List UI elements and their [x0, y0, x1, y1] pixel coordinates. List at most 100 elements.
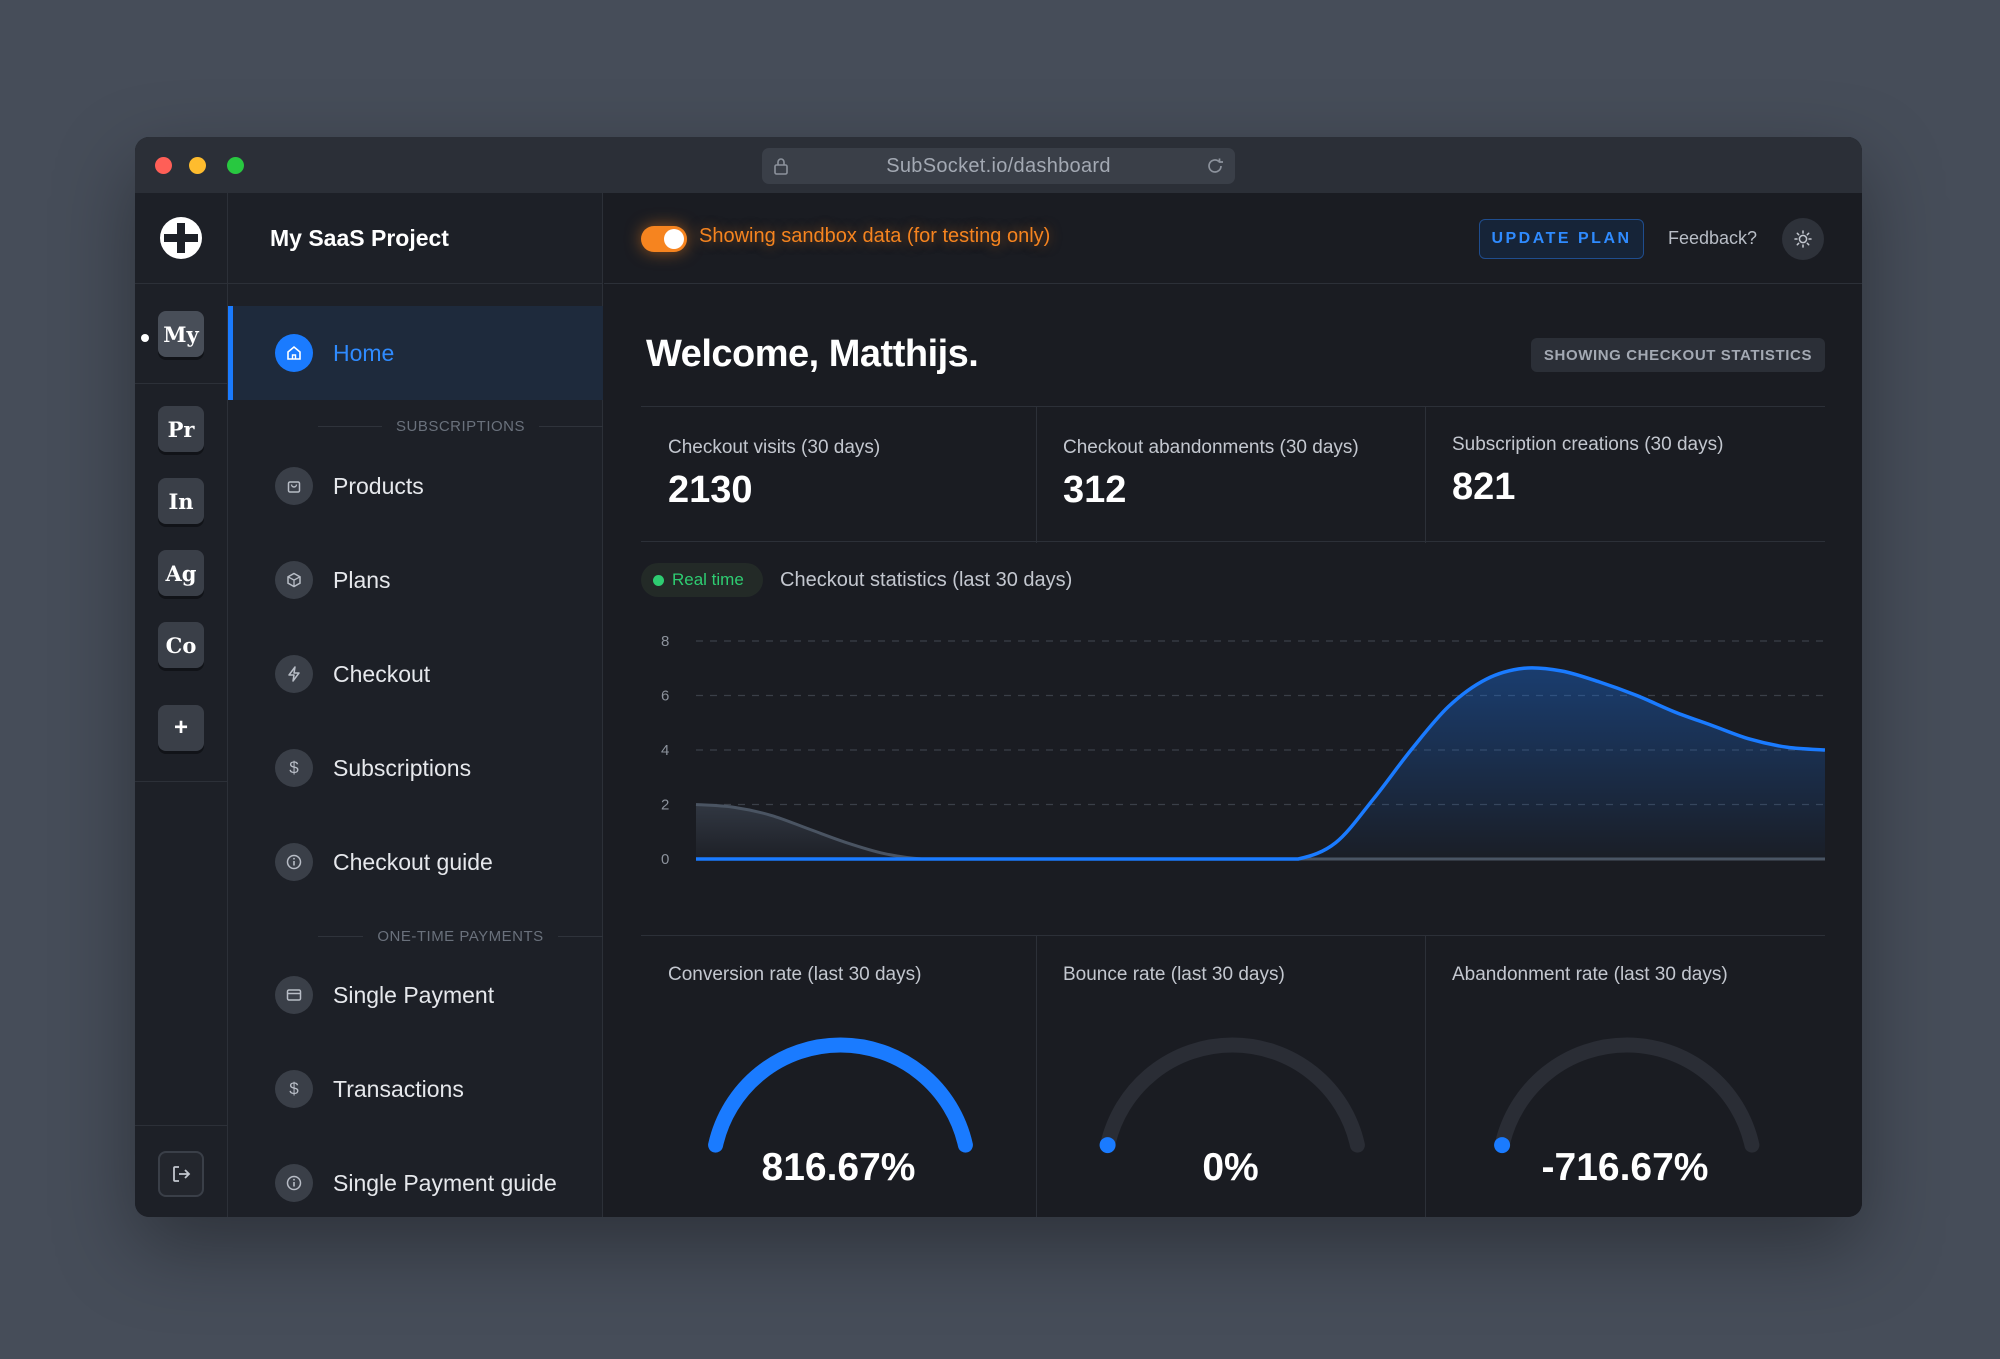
sidebar-item-subscriptions[interactable]: $ Subscriptions — [228, 721, 603, 815]
stat-value: 821 — [1452, 466, 1516, 508]
stat-divider — [1036, 407, 1037, 543]
realtime-label: Real time — [672, 570, 744, 589]
project-switch-pr[interactable]: Pr — [158, 406, 204, 452]
sidebar-item-checkout-guide[interactable]: Checkout guide — [228, 815, 603, 909]
sidebar-item-transactions[interactable]: $ Transactions — [228, 1042, 603, 1136]
gauge-arc — [1099, 1037, 1365, 1154]
gauge-track — [1100, 1037, 1365, 1153]
y-tick-label: 6 — [661, 688, 669, 705]
series-area — [696, 667, 1825, 859]
main-content: Showing sandbox data (for testing only) … — [604, 193, 1862, 1217]
gauge-divider — [1036, 936, 1037, 1217]
sidebar-item-label: Products — [333, 472, 424, 499]
gauges-row: Conversion rate (last 30 days) 816.67% B… — [641, 935, 1825, 1217]
sidebar-item-label: Single Payment guide — [333, 1169, 557, 1196]
sidebar: My SaaS Project Home SUBSCRIPTIONS Produ… — [228, 193, 603, 1217]
gauge-abandonment-rate: Abandonment rate (last 30 days) -716.67% — [1425, 936, 1825, 1217]
sidebar-item-label: Checkout guide — [333, 848, 493, 875]
logout-icon — [173, 1166, 191, 1182]
sidebar-item-label: Transactions — [333, 1075, 464, 1102]
section-label-one-time-payments: ONE-TIME PAYMENTS — [228, 926, 603, 946]
stat-checkout-abandonments: Checkout abandonments (30 days) 312 — [1036, 407, 1425, 543]
sandbox-toggle[interactable] — [641, 226, 687, 252]
project-switch-co[interactable]: Co — [158, 622, 204, 668]
lock-icon — [774, 158, 788, 175]
stat-label: Subscription creations (30 days) — [1452, 434, 1724, 455]
rail-divider — [135, 781, 228, 782]
browser-window: SubSocket.io/dashboard My Pr In Ag Co + … — [135, 137, 1862, 1217]
gauge-value: -716.67% — [1541, 1146, 1709, 1189]
gauge-track — [708, 1037, 973, 1153]
chart-title: Checkout statistics (last 30 days) — [780, 569, 1073, 591]
sidebar-item-label: Home — [333, 339, 395, 366]
realtime-badge: Real time — [641, 563, 763, 597]
update-plan-button[interactable]: UPDATE PLAN — [1479, 219, 1644, 259]
stat-checkout-visits: Checkout visits (30 days) 2130 — [641, 407, 1036, 543]
sidebar-item-label: Single Payment — [333, 981, 495, 1008]
gauge-track — [1494, 1037, 1760, 1153]
stat-label: Checkout abandonments (30 days) — [1063, 437, 1359, 458]
reload-icon[interactable] — [1204, 155, 1226, 177]
y-tick-label: 0 — [661, 851, 669, 868]
gauge-arc — [708, 1037, 973, 1153]
sidebar-item-home[interactable]: Home — [228, 306, 603, 400]
sidebar-item-label: Subscriptions — [333, 754, 472, 781]
project-rail: My Pr In Ag Co + — [135, 193, 228, 1217]
checkout-statistics-chart: 0 2 4 6 8 — [661, 633, 1825, 868]
welcome-heading: Welcome, Matthijs. — [646, 333, 979, 375]
gauge-label: Abandonment rate (last 30 days) — [1452, 964, 1728, 985]
y-tick-label: 8 — [661, 633, 669, 650]
section-label-subscriptions: SUBSCRIPTIONS — [228, 416, 603, 436]
stat-value: 2130 — [668, 469, 753, 511]
gauge-bounce-rate: Bounce rate (last 30 days) 0% — [1036, 936, 1425, 1217]
lightning-icon — [275, 655, 313, 693]
maximize-window-button[interactable] — [227, 157, 244, 174]
project-switch-in[interactable]: In — [158, 478, 204, 524]
gauge-value: 0% — [1202, 1146, 1259, 1189]
home-icon — [275, 334, 313, 372]
info-icon — [275, 1164, 313, 1202]
dollar-icon: $ — [275, 1070, 313, 1108]
sidebar-item-products[interactable]: Products — [228, 439, 603, 533]
sidebar-item-single-payment-guide[interactable]: Single Payment guide — [228, 1136, 603, 1217]
subsocket-logo-icon[interactable] — [160, 217, 202, 259]
add-project-button[interactable]: + — [158, 705, 204, 751]
gauge-fill — [708, 1037, 973, 1153]
info-icon — [275, 843, 313, 881]
bag-icon — [275, 467, 313, 505]
y-tick-label: 2 — [661, 797, 669, 814]
series-area — [696, 804, 1825, 859]
project-switch-ag[interactable]: Ag — [158, 550, 204, 596]
sidebar-item-label: Plans — [333, 566, 391, 593]
dollar-icon: $ — [275, 749, 313, 787]
statistics-mode-badge[interactable]: SHOWING CHECKOUT STATISTICS — [1531, 338, 1825, 372]
gauge-label: Bounce rate (last 30 days) — [1063, 964, 1285, 985]
url-text: SubSocket.io/dashboard — [886, 154, 1111, 177]
sidebar-item-single-payment[interactable]: Single Payment — [228, 948, 603, 1042]
project-name: My SaaS Project — [228, 193, 602, 284]
gauge-divider — [1425, 936, 1426, 1217]
top-bar: Showing sandbox data (for testing only) … — [604, 193, 1862, 284]
stat-subscription-creations: Subscription creations (30 days) 821 — [1425, 407, 1825, 543]
active-project-indicator — [141, 334, 149, 342]
close-window-button[interactable] — [155, 157, 172, 174]
feedback-link[interactable]: Feedback? — [1668, 228, 1758, 248]
sidebar-item-plans[interactable]: Plans — [228, 533, 603, 627]
sidebar-item-label: Checkout — [333, 660, 431, 687]
logout-button[interactable] — [158, 1151, 204, 1197]
address-bar[interactable]: SubSocket.io/dashboard — [762, 148, 1235, 184]
stat-label: Checkout visits (30 days) — [668, 437, 881, 458]
logo-area — [135, 193, 227, 284]
series-line — [695, 666, 1825, 861]
box-icon — [275, 561, 313, 599]
sandbox-notice: Showing sandbox data (for testing only) — [699, 225, 1051, 247]
minimize-window-button[interactable] — [189, 157, 206, 174]
project-switch-my[interactable]: My — [158, 311, 204, 357]
stat-value: 312 — [1063, 469, 1127, 511]
sidebar-item-checkout[interactable]: Checkout — [228, 627, 603, 721]
gauge-fill-dot — [1494, 1137, 1511, 1154]
gauge-conversion-rate: Conversion rate (last 30 days) 816.67% — [641, 936, 1036, 1217]
rail-divider — [135, 1125, 228, 1126]
y-tick-label: 4 — [661, 742, 669, 759]
theme-toggle-button[interactable] — [1782, 218, 1824, 260]
